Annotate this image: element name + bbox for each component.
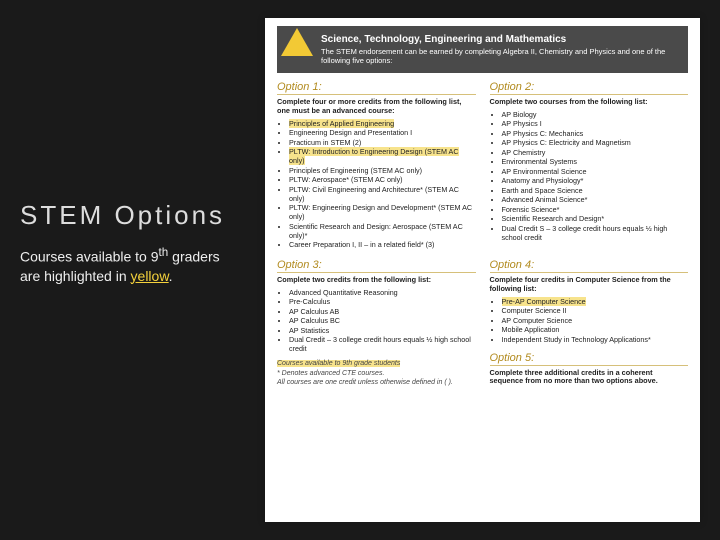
option-4-5: Option 4: Complete four credits in Compu… [490,251,689,389]
list-item: PLTW: Introduction to Engineering Design… [289,147,476,165]
option-3: Option 3: Complete two credits from the … [277,251,476,389]
sidebar-sub-pre: Courses available to 9 [20,249,159,265]
sidebar-title: STEM Options [20,200,240,231]
sidebar-sub-highlight: yellow [131,268,169,284]
list-item: Mobile Application [502,325,689,334]
list-item: Anatomy and Physiology* [502,176,689,185]
list-item: Dual Credit S – 3 college credit hours e… [502,224,689,242]
list-item: Pre-AP Computer Science [502,297,689,306]
list-item: Principles of Applied Engineering [289,119,476,128]
header-band: Science, Technology, Engineering and Mat… [277,26,688,73]
option-5-sub: Complete three additional credits in a c… [490,369,689,387]
list-item: AP Statistics [289,326,476,335]
list-item: Pre-Calculus [289,297,476,306]
option-3-list: Advanced Quantitative ReasoningPre-Calcu… [277,288,476,354]
list-item: PLTW: Engineering Design and Development… [289,203,476,221]
list-item: Scientific Research and Design* [502,214,689,223]
list-item: Engineering Design and Presentation I [289,128,476,137]
list-item: AP Computer Science [502,316,689,325]
list-item: Career Preparation I, II – in a related … [289,240,476,249]
document-page: Science, Technology, Engineering and Mat… [265,18,700,522]
sidebar-sub-post: . [169,268,173,284]
triangle-icon [281,28,313,56]
list-item: Computer Science II [502,306,689,315]
list-item: Forensic Science* [502,205,689,214]
sidebar-sub-sup: th [159,246,169,259]
list-item: Principles of Engineering (STEM AC only) [289,166,476,175]
list-item: AP Calculus BC [289,316,476,325]
footnote-2: * Denotes advanced CTE courses. [277,369,476,378]
list-item: PLTW: Aerospace* (STEM AC only) [289,175,476,184]
list-item: AP Biology [502,110,689,119]
footnote-3: All courses are one credit unless otherw… [277,378,476,387]
option-1-sub: Complete four or more credits from the f… [277,98,476,116]
list-item: Scientific Research and Design: Aerospac… [289,222,476,240]
option-5-title: Option 5: [490,352,689,366]
list-item: Environmental Systems [502,157,689,166]
option-4-sub: Complete four credits in Computer Scienc… [490,276,689,294]
list-item: AP Chemistry [502,148,689,157]
list-item: Independent Study in Technology Applicat… [502,335,689,344]
list-item: AP Environmental Science [502,167,689,176]
list-item: PLTW: Civil Engineering and Architecture… [289,185,476,203]
sidebar: STEM Options Courses available to 9th gr… [20,200,240,285]
list-item: AP Physics C: Electricity and Magnetism [502,138,689,147]
list-item: Practicum in STEM (2) [289,138,476,147]
row-2: Option 3: Complete two credits from the … [277,251,688,389]
row-1: Option 1: Complete four or more credits … [277,73,688,251]
list-item: Earth and Space Science [502,186,689,195]
option-4-list: Pre-AP Computer ScienceComputer Science … [490,297,689,344]
option-1-title: Option 1: [277,81,476,95]
option-3-title: Option 3: [277,259,476,273]
list-item: Dual Credit – 3 college credit hours equ… [289,335,476,353]
list-item: AP Calculus AB [289,307,476,316]
option-2-title: Option 2: [490,81,689,95]
footnote-highlight: Courses available to 9th grade students [277,360,400,367]
list-item: Advanced Quantitative Reasoning [289,288,476,297]
option-1-list: Principles of Applied EngineeringEnginee… [277,119,476,250]
option-2-sub: Complete two courses from the following … [490,98,689,107]
band-sub: The STEM endorsement can be earned by co… [321,47,665,65]
footnotes: Courses available to 9th grade students … [277,359,476,387]
sidebar-subtitle: Courses available to 9th graders are hig… [20,245,240,285]
option-4-title: Option 4: [490,259,689,273]
option-2-list: AP BiologyAP Physics IAP Physics C: Mech… [490,110,689,242]
list-item: Advanced Animal Science* [502,195,689,204]
band-title: Science, Technology, Engineering and Mat… [321,34,680,45]
list-item: AP Physics I [502,119,689,128]
list-item: AP Physics C: Mechanics [502,129,689,138]
option-3-sub: Complete two credits from the following … [277,276,476,285]
option-1: Option 1: Complete four or more credits … [277,73,476,251]
option-2: Option 2: Complete two courses from the … [490,73,689,251]
